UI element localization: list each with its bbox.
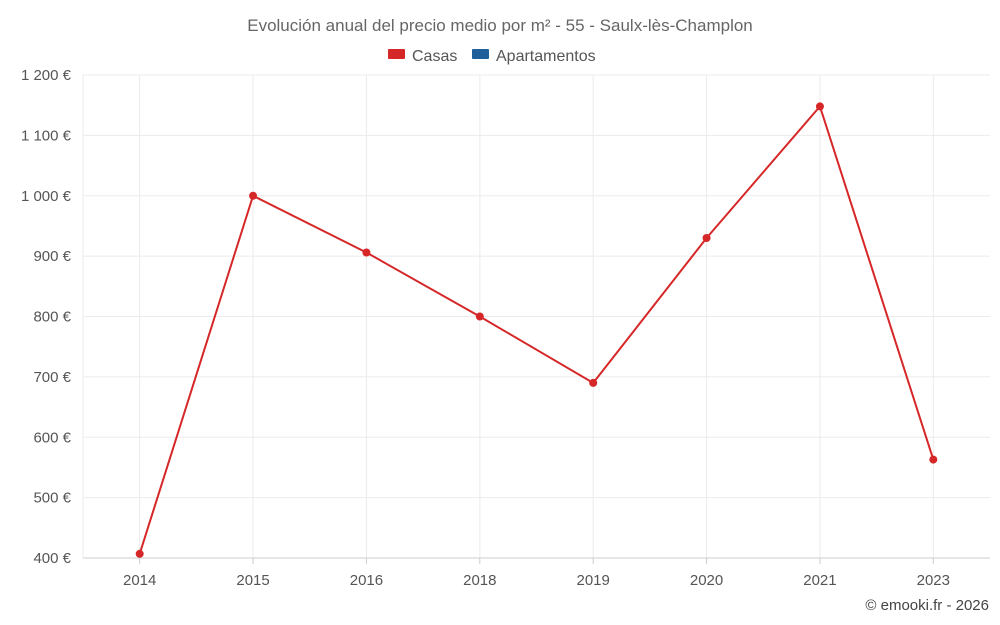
x-tick-label: 2020 [690, 572, 723, 589]
legend-swatch-casas [388, 49, 405, 59]
x-tick-label: 2016 [350, 572, 383, 589]
series-line-casas [138, 105, 935, 555]
data-point-casas[interactable] [929, 455, 938, 464]
chart-title: Evolución anual del precio medio por m² … [247, 16, 753, 35]
data-point-casas[interactable] [249, 191, 258, 200]
legend-label-apartamentos: Apartamentos [496, 48, 596, 65]
series-casas [135, 102, 938, 558]
x-tick-label: 2019 [577, 572, 610, 589]
legend-swatch-apartamentos [472, 49, 489, 59]
x-axis-ticks: 2014 2015 2016 2018 2019 2020 2021 2023 [123, 572, 950, 589]
y-tick-label: 600 € [33, 429, 71, 446]
data-point-casas[interactable] [589, 378, 598, 387]
data-point-casas[interactable] [475, 312, 484, 321]
data-point-casas[interactable] [362, 248, 371, 257]
data-point-casas[interactable] [815, 102, 824, 111]
legend-item-apartamentos[interactable]: Apartamentos [472, 48, 596, 65]
data-point-casas[interactable] [702, 234, 711, 243]
x-tick-label: 2015 [236, 572, 269, 589]
y-axis-ticks: 400 € 500 € 600 € 700 € 800 € 900 € 1 000 € 1 1… [21, 67, 72, 567]
legend-item-casas[interactable]: Casas [388, 48, 457, 65]
legend-label-casas: Casas [412, 48, 457, 65]
axes [82, 75, 990, 564]
x-tick-label: 2023 [917, 572, 950, 589]
y-tick-label: 800 € [33, 309, 71, 326]
y-tick-label: 1 100 € [21, 127, 72, 144]
x-tick-label: 2014 [123, 572, 156, 589]
y-tick-label: 400 € [33, 550, 71, 567]
credit-text: © emooki.fr - 2026 [865, 597, 989, 614]
y-tick-label: 900 € [33, 248, 71, 265]
gridlines [83, 74, 990, 558]
y-tick-label: 1 000 € [21, 188, 72, 205]
y-tick-label: 700 € [33, 369, 71, 386]
data-point-casas[interactable] [135, 549, 144, 558]
x-tick-label: 2021 [803, 572, 836, 589]
y-tick-label: 1 200 € [21, 67, 72, 84]
legend: Casas Apartamentos [388, 48, 596, 65]
x-tick-label: 2018 [463, 572, 496, 589]
y-tick-label: 500 € [33, 490, 71, 507]
